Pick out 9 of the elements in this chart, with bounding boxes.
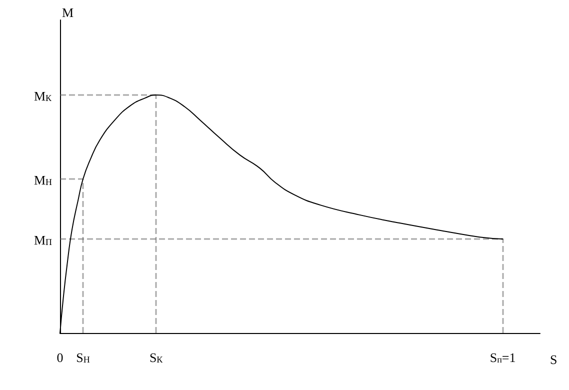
text: M (62, 5, 74, 20)
ref-line-label: MП (34, 232, 53, 248)
x-tick-label: Sп=1 (490, 350, 516, 365)
x-tick-label: SН (76, 350, 90, 365)
ref-line-label: MН (34, 172, 53, 188)
x-tick-label: SК (149, 350, 164, 365)
ref-line-label: MК (34, 88, 53, 104)
x-axis-title: S (550, 352, 558, 367)
x-tick-label: 0 (56, 350, 64, 365)
